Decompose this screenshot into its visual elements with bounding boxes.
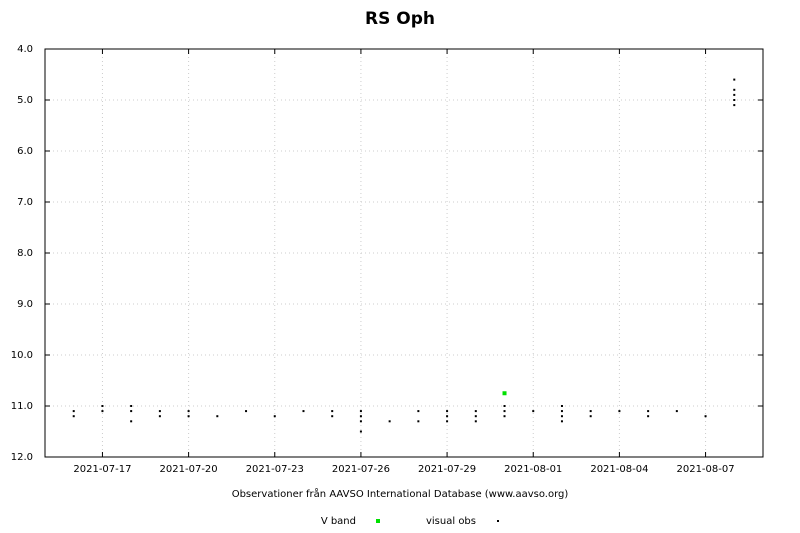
point (733, 88, 736, 91)
point (130, 420, 133, 423)
point (618, 410, 621, 413)
y-tick-label: 8.0 (17, 248, 33, 259)
point (733, 104, 736, 107)
point (417, 420, 420, 423)
point (647, 415, 650, 418)
point (503, 410, 506, 413)
point (560, 420, 563, 423)
y-tick-label: 4.0 (17, 44, 33, 55)
chart-title: RS Oph (365, 9, 435, 29)
point (359, 420, 362, 423)
x-tick-label: 2021-07-20 (160, 464, 218, 475)
legend-label: visual obs (426, 516, 476, 527)
point (245, 410, 248, 413)
point (130, 405, 133, 407)
point (474, 410, 477, 413)
point (331, 415, 334, 418)
point (359, 410, 362, 413)
x-tick-label: 2021-07-23 (246, 464, 304, 475)
legend-label: V band (321, 516, 356, 527)
point (589, 410, 592, 413)
point (560, 405, 563, 407)
point (72, 415, 75, 418)
y-tick-label: 9.0 (17, 299, 33, 310)
point (474, 420, 477, 423)
y-tick-label: 12.0 (11, 452, 33, 463)
point (101, 405, 104, 407)
point (187, 410, 190, 413)
point (560, 410, 563, 413)
x-tick-label: 2021-07-17 (73, 464, 131, 475)
point (446, 415, 449, 418)
point (273, 415, 276, 418)
point (647, 410, 650, 413)
point (446, 410, 449, 413)
point (331, 410, 334, 413)
x-tick-label: 2021-07-26 (332, 464, 390, 475)
point (474, 415, 477, 418)
y-tick-label: 10.0 (11, 350, 33, 361)
point (187, 415, 190, 418)
point (72, 410, 75, 413)
point (560, 415, 563, 418)
point (388, 420, 391, 423)
point (359, 415, 362, 418)
plot-frame (44, 48, 764, 458)
point (532, 410, 535, 413)
x-tick-label: 2021-07-29 (418, 464, 476, 475)
point (101, 410, 104, 413)
point (359, 430, 362, 433)
point (589, 415, 592, 418)
point (675, 410, 678, 413)
point (704, 415, 707, 418)
point (503, 415, 506, 418)
point (130, 410, 133, 413)
y-tick-label: 11.0 (11, 401, 33, 412)
y-tick-label: 6.0 (17, 146, 33, 157)
x-tick-label: 2021-08-01 (504, 464, 562, 475)
y-tick-label: 7.0 (17, 197, 33, 208)
x-tick-label: 2021-08-04 (590, 464, 648, 475)
x-axis-label: Observationer från AAVSO International D… (232, 487, 569, 500)
point (733, 93, 736, 96)
point (417, 410, 420, 413)
point (446, 420, 449, 423)
legend-swatch (497, 520, 499, 522)
point (733, 99, 736, 101)
point (216, 415, 219, 418)
x-tick-label: 2021-08-07 (676, 464, 734, 475)
point (158, 410, 161, 413)
point (733, 78, 736, 81)
point (502, 391, 507, 396)
y-tick-label: 5.0 (17, 95, 33, 106)
point (158, 415, 161, 418)
point (503, 405, 506, 407)
legend-swatch (376, 519, 380, 523)
point (302, 410, 305, 413)
